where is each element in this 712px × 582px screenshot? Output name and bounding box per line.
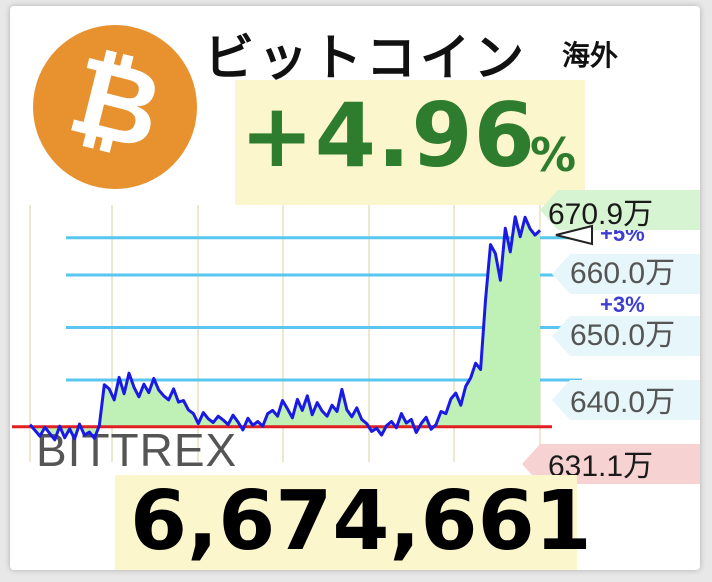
current-price: 6,674,661	[130, 474, 592, 569]
change-percentage: +4.96	[240, 84, 536, 187]
y-label-bg-3	[552, 380, 700, 420]
current-price-pointer	[555, 224, 593, 246]
change-percent-sign: %	[530, 128, 577, 182]
price-line	[28, 215, 542, 442]
y-label-bg-0	[540, 190, 700, 230]
y-label-2: 650.0万	[570, 319, 675, 352]
y-label-0: 670.9万	[548, 198, 653, 231]
exchange-label: BITTREX	[36, 424, 237, 476]
price-highlight	[115, 475, 577, 570]
y-label-bg-1	[552, 254, 700, 294]
change-highlight	[235, 80, 585, 205]
faint-label-1: +3%	[600, 292, 645, 317]
y-label-1: 660.0万	[570, 257, 675, 290]
y-label-bg-2	[552, 316, 700, 356]
region-label: 海外	[562, 39, 619, 72]
y-label-bg-4	[522, 444, 700, 484]
coin-name: ビットコイン	[204, 29, 528, 87]
bitcoin-logo-icon: ₿	[33, 25, 197, 189]
y-label-3: 640.0万	[570, 386, 675, 419]
price-area-fill	[30, 216, 540, 440]
